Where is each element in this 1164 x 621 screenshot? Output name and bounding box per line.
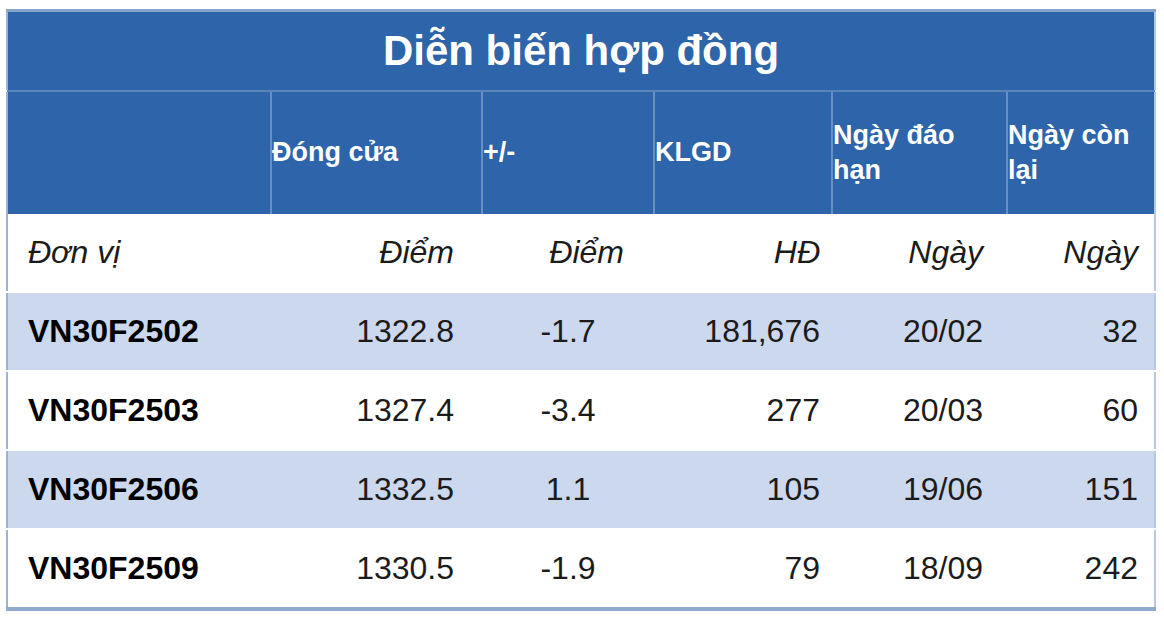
unit-label: Đơn vị (7, 214, 271, 292)
table-row: VN30F2503 1327.4 -3.4 277 20/03 60 (7, 371, 1155, 450)
contract-name-cell: VN30F2503 (7, 371, 271, 450)
close-price-cell: 1330.5 (271, 529, 482, 609)
table-row: VN30F2509 1330.5 -1.9 79 18/09 242 (7, 529, 1155, 609)
days-remaining-cell: 32 (1007, 292, 1155, 371)
days-remaining-cell: 242 (1007, 529, 1155, 609)
unit-row: Đơn vị Điểm Điểm HĐ Ngày Ngày (7, 214, 1155, 292)
expiry-date-cell: 18/09 (832, 529, 1007, 609)
change-cell: -3.4 (482, 371, 654, 450)
header-contract (7, 91, 271, 214)
change-cell: 1.1 (482, 450, 654, 529)
contract-name-cell: VN30F2502 (7, 292, 271, 371)
unit-change: Điểm (482, 214, 654, 292)
unit-close-price: Điểm (271, 214, 482, 292)
days-remaining-cell: 60 (1007, 371, 1155, 450)
change-cell: -1.7 (482, 292, 654, 371)
unit-days-remaining: Ngày (1007, 214, 1155, 292)
header-expiry-date: Ngày đáo hạn (832, 91, 1007, 214)
volume-cell: 277 (654, 371, 832, 450)
header-row: Đóng cửa +/- KLGD Ngày đáo hạn Ngày còn … (7, 91, 1155, 214)
header-close-price: Đóng cửa (271, 91, 482, 214)
table-title: Diễn biến hợp đồng (7, 11, 1155, 92)
close-price-cell: 1322.8 (271, 292, 482, 371)
expiry-date-cell: 20/02 (832, 292, 1007, 371)
table-row: VN30F2502 1322.8 -1.7 181,676 20/02 32 (7, 292, 1155, 371)
title-row: Diễn biến hợp đồng (7, 11, 1155, 92)
close-price-cell: 1327.4 (271, 371, 482, 450)
contract-table: Diễn biến hợp đồng Đóng cửa +/- KLGD Ngà… (6, 9, 1156, 611)
unit-volume: HĐ (654, 214, 832, 292)
contract-name-cell: VN30F2509 (7, 529, 271, 609)
unit-expiry-date: Ngày (832, 214, 1007, 292)
volume-cell: 105 (654, 450, 832, 529)
table-row: VN30F2506 1332.5 1.1 105 19/06 151 (7, 450, 1155, 529)
header-days-remaining: Ngày còn lại (1007, 91, 1155, 214)
volume-cell: 181,676 (654, 292, 832, 371)
header-volume: KLGD (654, 91, 832, 214)
expiry-date-cell: 20/03 (832, 371, 1007, 450)
close-price-cell: 1332.5 (271, 450, 482, 529)
days-remaining-cell: 151 (1007, 450, 1155, 529)
volume-cell: 79 (654, 529, 832, 609)
header-change: +/- (482, 91, 654, 214)
contract-name-cell: VN30F2506 (7, 450, 271, 529)
change-cell: -1.9 (482, 529, 654, 609)
page: Diễn biến hợp đồng Đóng cửa +/- KLGD Ngà… (0, 0, 1164, 621)
expiry-date-cell: 19/06 (832, 450, 1007, 529)
